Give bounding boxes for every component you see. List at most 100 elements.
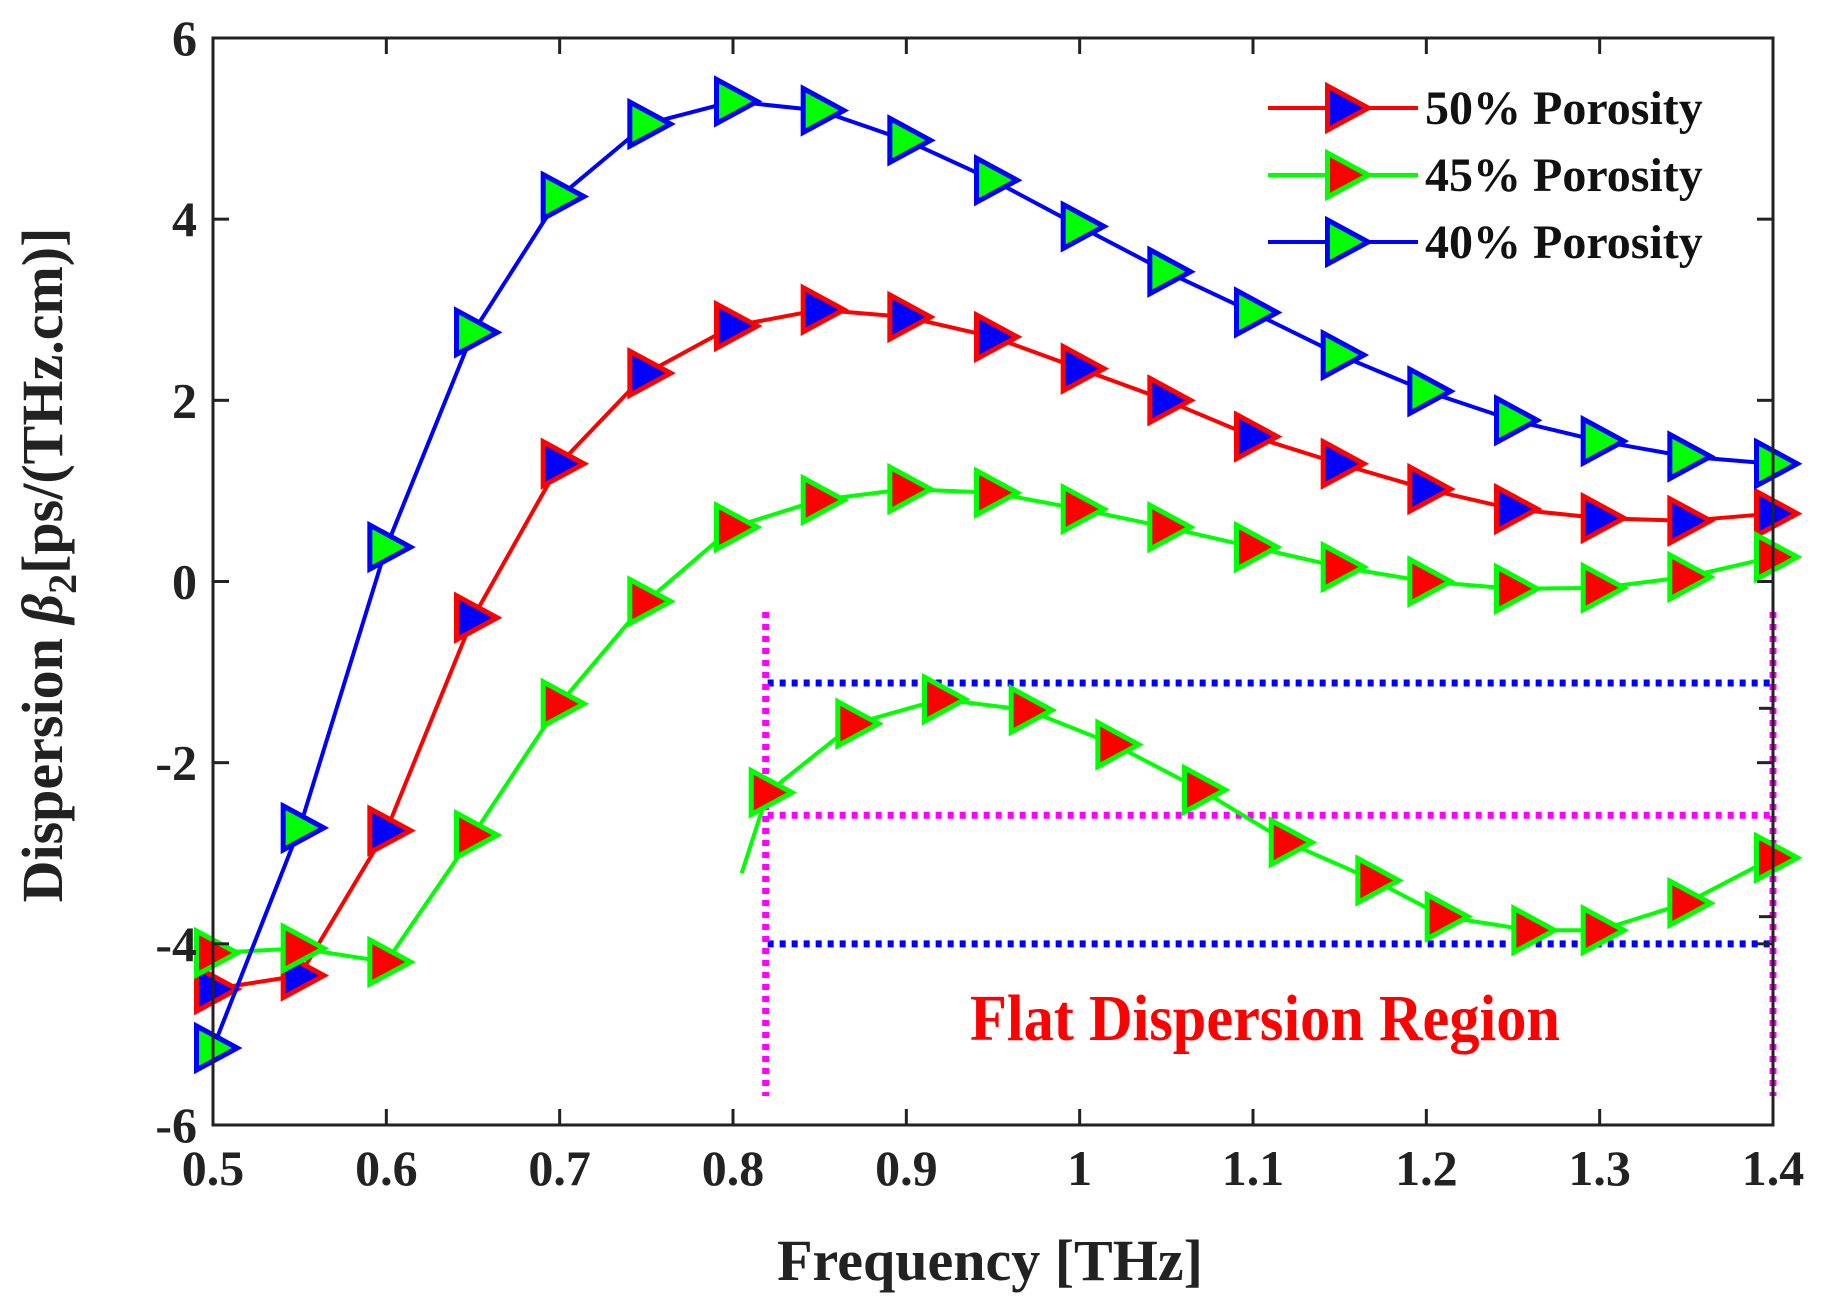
series-1-point-19: [1754, 487, 1803, 540]
series-1-point-15: [1407, 462, 1456, 516]
series-3-point-19: [1754, 437, 1803, 490]
series-3-point-11: [1060, 200, 1110, 253]
series-3-point-10: [974, 154, 1023, 207]
series-1-point-6: [627, 346, 676, 400]
inset-point-8: [1355, 854, 1404, 907]
series-1-point-14: [1320, 437, 1370, 490]
x-tick-label-2: 0.6: [355, 1140, 418, 1196]
x-tick-label-8: 1.2: [1395, 1140, 1458, 1196]
series-3-point-12: [1147, 245, 1196, 298]
inset-point-7: [1268, 816, 1318, 869]
series-1-point-1: [194, 962, 243, 1016]
series-3-point-8: [800, 84, 850, 137]
inset-point-5: [1095, 718, 1144, 771]
y-axis-title: Dispersion β2[ps/(THz.cm)]: [10, 228, 85, 903]
series-1-point-3: [367, 804, 416, 857]
y-axis-title-suffix: [ps/(THz.cm)]: [10, 228, 75, 574]
x-axis-title: Frequency [THz]: [777, 1228, 1203, 1293]
series-2-point-7: [714, 500, 763, 554]
x-tick-label-1: 0.5: [182, 1140, 245, 1196]
inset-point-9: [1424, 890, 1474, 943]
x-tick-label-4: 0.8: [702, 1140, 765, 1196]
y-tick-label-7: 6: [172, 10, 197, 66]
y-tick-label-4: 0: [172, 554, 197, 610]
y-axis-title-symbol: β: [10, 594, 75, 626]
axes: 0.5 0.6 0.7 0.8 0.9 1 1.1 1.2 1.3 1.4 -6 -4 -2 0 2 4 6: [155, 10, 1804, 1196]
series-2-point-12: [1147, 500, 1196, 554]
inset-point-1: [748, 766, 798, 819]
series-3-point-13: [1234, 286, 1283, 339]
legend-marker-1: [1325, 81, 1374, 135]
series-2-point-19: [1754, 530, 1803, 584]
series-3-point-16: [1494, 394, 1543, 447]
series-2-point-15: [1407, 555, 1456, 608]
series-2-point-16: [1494, 562, 1543, 615]
series-1-point-18: [1667, 494, 1716, 548]
series-3-point-17: [1580, 414, 1630, 468]
series-1-point-13: [1234, 410, 1283, 463]
series-2-point-17: [1580, 561, 1630, 615]
series-2-point-18: [1667, 550, 1716, 604]
series-2-point-2: [280, 922, 330, 975]
y-tick-label-5: 2: [172, 372, 197, 428]
y-tick-label-2: -4: [155, 916, 197, 972]
legend-label-3: 40% Porosity: [1425, 216, 1703, 269]
series-3-point-4: [454, 306, 503, 359]
legend-label-2: 45% Porosity: [1425, 149, 1703, 202]
y-axis-title-subscript: 2: [40, 574, 85, 594]
series-3-point-1: [194, 1021, 243, 1075]
series-2-point-1: [194, 926, 243, 980]
series-1-point-5: [540, 437, 590, 490]
series-1-point-10: [974, 310, 1023, 364]
x-tick-label-10: 1.4: [1742, 1140, 1805, 1196]
series-3-point-14: [1320, 328, 1370, 382]
inset-point-13: [1754, 831, 1803, 884]
x-tick-label-6: 1: [1067, 1140, 1092, 1196]
series-1-point-9: [887, 290, 936, 344]
series-2-point-9: [887, 462, 936, 516]
x-tick-label-5: 0.9: [875, 1140, 938, 1196]
series-3-point-6: [627, 97, 676, 151]
series-1-point-11: [1060, 342, 1110, 395]
series-3-point-15: [1407, 365, 1456, 418]
x-tick-label-3: 0.7: [528, 1140, 591, 1196]
inset-point-6: [1182, 763, 1231, 817]
y-axis-title-prefix: Dispersion: [10, 624, 75, 903]
series-3-point-18: [1667, 430, 1716, 483]
inset-point-2: [835, 697, 884, 750]
series-3-point-2: [280, 801, 330, 855]
legend-marker-3: [1325, 215, 1374, 269]
y-tick-label-3: -2: [155, 735, 197, 791]
inset-series: [739, 673, 1803, 957]
series-1-point-7: [714, 299, 763, 353]
series-1-point-16: [1494, 482, 1543, 536]
series-3-point-7: [714, 75, 763, 128]
series-1-point-12: [1147, 374, 1196, 427]
legend-marker-2: [1325, 148, 1374, 202]
series-2-point-13: [1234, 520, 1283, 574]
flat-dispersion-label: Flat Dispersion Region: [970, 982, 1560, 1055]
inset-point-12: [1667, 876, 1716, 930]
series-2-point-6: [627, 575, 676, 628]
inset-point-3: [922, 673, 971, 726]
legend: 50% Porosity 45% Porosity 40% Porosity: [1268, 81, 1703, 269]
series-2-point-5: [540, 677, 590, 730]
inset-point-11: [1580, 904, 1630, 957]
series-1-point-17: [1580, 491, 1630, 545]
series-2-point-11: [1060, 482, 1110, 536]
legend-label-1: 50% Porosity: [1425, 82, 1703, 135]
series-2-point-14: [1320, 540, 1370, 594]
x-tick-label-7: 1.1: [1222, 1140, 1285, 1196]
series-1-point-4: [454, 591, 503, 644]
series-2-point-8: [800, 473, 850, 527]
y-tick-label-6: 4: [172, 191, 197, 247]
series-layer: [194, 75, 1803, 1075]
inset-point-10: [1511, 904, 1560, 957]
inset-point-4: [1008, 683, 1058, 737]
x-tick-label-9: 1.3: [1568, 1140, 1631, 1196]
series-3-point-5: [540, 170, 590, 223]
series-1-point-8: [800, 283, 850, 336]
series-2-point-4: [454, 808, 503, 862]
